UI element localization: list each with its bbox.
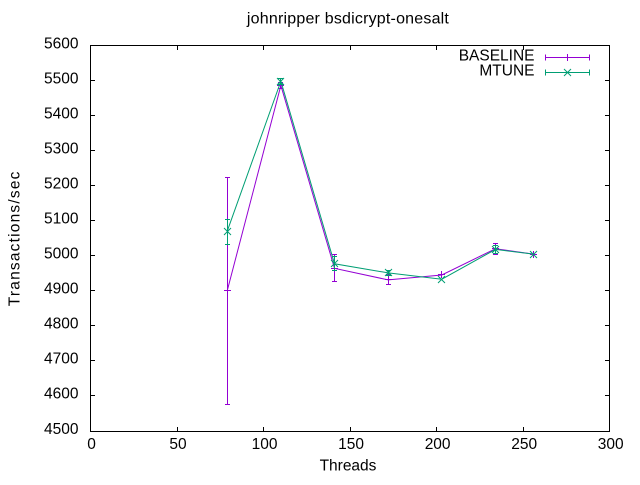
svg-text:100: 100	[252, 436, 278, 453]
svg-text:5100: 5100	[44, 211, 79, 228]
svg-text:Transactions/sec: Transactions/sec	[7, 170, 24, 306]
svg-text:50: 50	[169, 436, 187, 453]
svg-text:MTUNE: MTUNE	[479, 62, 534, 79]
svg-text:5500: 5500	[44, 70, 79, 87]
svg-text:4800: 4800	[44, 316, 79, 333]
svg-text:4600: 4600	[44, 386, 79, 403]
svg-text:150: 150	[338, 436, 364, 453]
svg-text:4900: 4900	[44, 281, 79, 298]
svg-text:4500: 4500	[44, 421, 79, 438]
svg-text:5200: 5200	[44, 176, 79, 193]
svg-text:5000: 5000	[44, 246, 79, 263]
svg-text:Threads: Threads	[320, 458, 377, 475]
svg-text:0: 0	[87, 436, 96, 453]
svg-text:5300: 5300	[44, 140, 79, 157]
svg-text:5400: 5400	[44, 105, 79, 122]
svg-text:BASELINE: BASELINE	[459, 47, 535, 64]
svg-text:johnripper bsdicrypt-onesalt: johnripper bsdicrypt-onesalt	[246, 10, 450, 27]
svg-text:300: 300	[598, 436, 624, 453]
svg-text:250: 250	[511, 436, 537, 453]
svg-text:200: 200	[425, 436, 451, 453]
svg-text:5600: 5600	[44, 35, 79, 52]
svg-text:4700: 4700	[44, 351, 79, 368]
